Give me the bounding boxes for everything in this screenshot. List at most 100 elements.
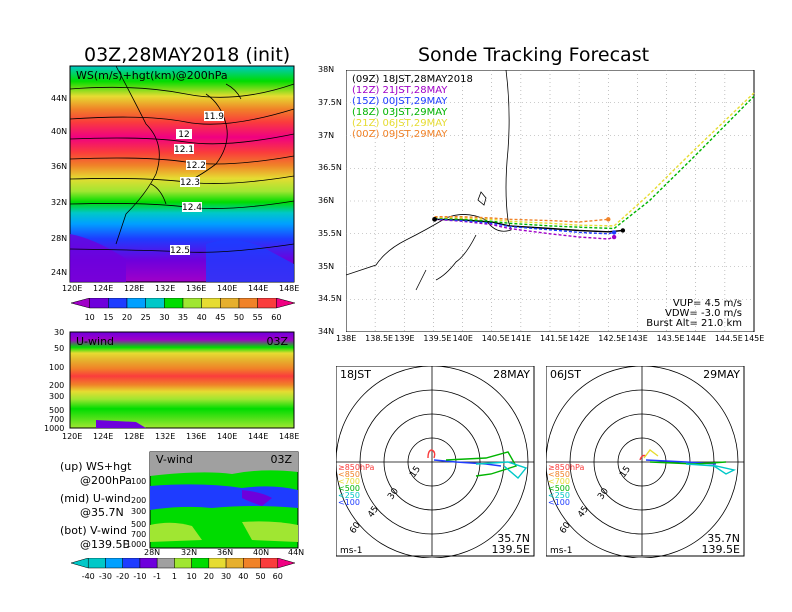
lon-label: 148E: [279, 432, 300, 441]
track-lon-label: 142.5E: [598, 334, 627, 343]
lon-label: 120E: [62, 284, 83, 293]
level-legend-item: <250: [338, 491, 360, 500]
track-lon-label: 141E: [510, 334, 532, 343]
v-colorbar-swatch: [70, 558, 89, 569]
colorbar-swatch: [70, 298, 90, 309]
pressure-label: 700: [49, 415, 65, 424]
track-lon-label: 140.5E: [481, 334, 510, 343]
contour-label-125: 12.5: [170, 246, 190, 256]
track-lat-label: 35N: [318, 261, 335, 271]
v-colorbar-swatch: [156, 558, 175, 569]
track-lon-label: 143.5E: [656, 334, 685, 343]
pressure-label: 50: [54, 344, 65, 353]
hodo2-unit: ms-1: [550, 546, 572, 556]
right-title: Sonde Tracking Forecast: [418, 44, 650, 66]
contour-label-121: 12.1: [174, 145, 194, 155]
colorbar-swatch: [238, 298, 258, 309]
u-wind-label: U-wind: [76, 335, 114, 348]
track-end-point: [620, 228, 626, 233]
v-wind-panel: V-wind 03Z: [149, 451, 299, 549]
lon-label: 124E: [93, 284, 114, 293]
v-colorbar-swatch: [122, 558, 141, 569]
contour-label-122: 12.2: [186, 161, 206, 171]
lat-label: 32N: [51, 198, 68, 207]
v-wind-label: V-wind: [156, 453, 193, 466]
v-pressure-label: 700: [131, 530, 147, 539]
v-lat-label: 28N: [144, 548, 161, 557]
level-legend-item: <500: [338, 484, 360, 493]
lon-label: 148E: [279, 284, 300, 293]
contour-label-124: 12.4: [182, 203, 202, 213]
launch-point: [432, 216, 437, 222]
level-legend-item: <500: [548, 484, 570, 493]
track-lat-label: 36N: [318, 196, 335, 205]
track-lat-label: 36.5N: [318, 163, 342, 173]
colorbar-tick: 35: [178, 313, 188, 322]
colorbar-tick: 40: [197, 313, 207, 322]
colorbar-swatch: [182, 298, 202, 309]
legend-up2: @200hPa: [80, 474, 132, 487]
hodo1-time: 18JST: [340, 368, 371, 381]
contour-label-123: 12.3: [180, 178, 200, 188]
track-series-line: [434, 218, 615, 235]
colorbar-swatch: [257, 298, 277, 309]
v-colorbar-tick: -20: [116, 572, 129, 581]
colorbar-swatch: [126, 298, 146, 309]
wind-speed-map: 11.9 12 12.1 12.2 12.3 12.4 12.5 WS(m/s)…: [69, 65, 295, 283]
pressure-label: 30: [54, 328, 65, 337]
colorbar-tick: 15: [103, 313, 113, 322]
colorbar-swatch: [89, 298, 109, 309]
hodo2-time: 06JST: [550, 368, 581, 381]
colorbar-tick: 50: [234, 313, 244, 322]
pressure-label: 500: [49, 406, 65, 415]
colorbar-tick: 55: [253, 313, 263, 322]
track-legend-item: (21Z) 06JST,29MAY: [352, 118, 448, 129]
track-lat-label: 37.5N: [318, 97, 342, 107]
hodo1-date: 28MAY: [493, 368, 530, 381]
track-lon-label: 143E: [627, 334, 648, 343]
hodograph-06jst: 15 30 45 60 06JST 29MAY 35.7N 139.5E ms-…: [546, 366, 745, 558]
lon-label: 144E: [248, 432, 269, 441]
v-colorbar-swatch: [277, 558, 296, 569]
hodo1-loc2: 139.5E: [492, 543, 530, 556]
v-colorbar-tick: 20: [204, 572, 214, 581]
v-colorbar-swatch: [87, 558, 106, 569]
level-legend-item: <250: [548, 491, 570, 500]
track-lon-label: 142E: [569, 334, 590, 343]
track-lat-label: 34N: [318, 327, 335, 336]
lat-label: 40N: [51, 127, 68, 136]
track-series-line: [434, 95, 755, 230]
hodo2-loc2: 139.5E: [702, 543, 740, 556]
track-lon-label: 144E: [685, 334, 707, 343]
hodograph-18jst: 15 30 45 60 18JST 28MAY 35.7N 139.5E ms-…: [336, 366, 535, 558]
lat-label: 28N: [51, 234, 68, 243]
v-pressure-label: 100: [131, 477, 147, 486]
v-colorbar-swatch: [191, 558, 210, 569]
legend-mid: (mid) U-wind: [60, 492, 131, 505]
v-colorbar-tick: 30: [221, 572, 231, 581]
colorbar-tick: 10: [85, 313, 95, 322]
track-legend-item: (09Z) 18JST,28MAY2018: [352, 74, 473, 85]
lon-label: 128E: [124, 432, 145, 441]
hodo1-loc1: 35.7N: [497, 532, 530, 545]
v-colorbar-swatch: [105, 558, 123, 569]
track-lon-label: 139.5E: [423, 334, 452, 343]
lon-label: 136E: [186, 284, 207, 293]
track-lon-label: 139E: [394, 334, 415, 343]
track-end-point: [611, 230, 617, 235]
v-colorbar-tick: 60: [273, 572, 283, 581]
pressure-label: 1000: [44, 424, 65, 433]
level-legend-item: <100: [548, 498, 570, 507]
track-lon-label: 144.5E: [714, 334, 743, 343]
track-end-point: [606, 217, 611, 222]
lon-label: 132E: [155, 284, 176, 293]
pressure-label: 200: [49, 381, 65, 390]
lat-label: 36N: [51, 162, 68, 171]
legend-up: (up) WS+hgt: [60, 460, 132, 473]
colorbar-tick: 60: [271, 313, 281, 322]
lon-label: 132E: [155, 432, 176, 441]
legend-bot: (bot) V-wind: [60, 524, 127, 537]
hodo2-loc1: 35.7N: [707, 532, 740, 545]
lon-label: 124E: [93, 432, 114, 441]
burst-text: Burst Alt= 21.0 km: [646, 318, 742, 329]
